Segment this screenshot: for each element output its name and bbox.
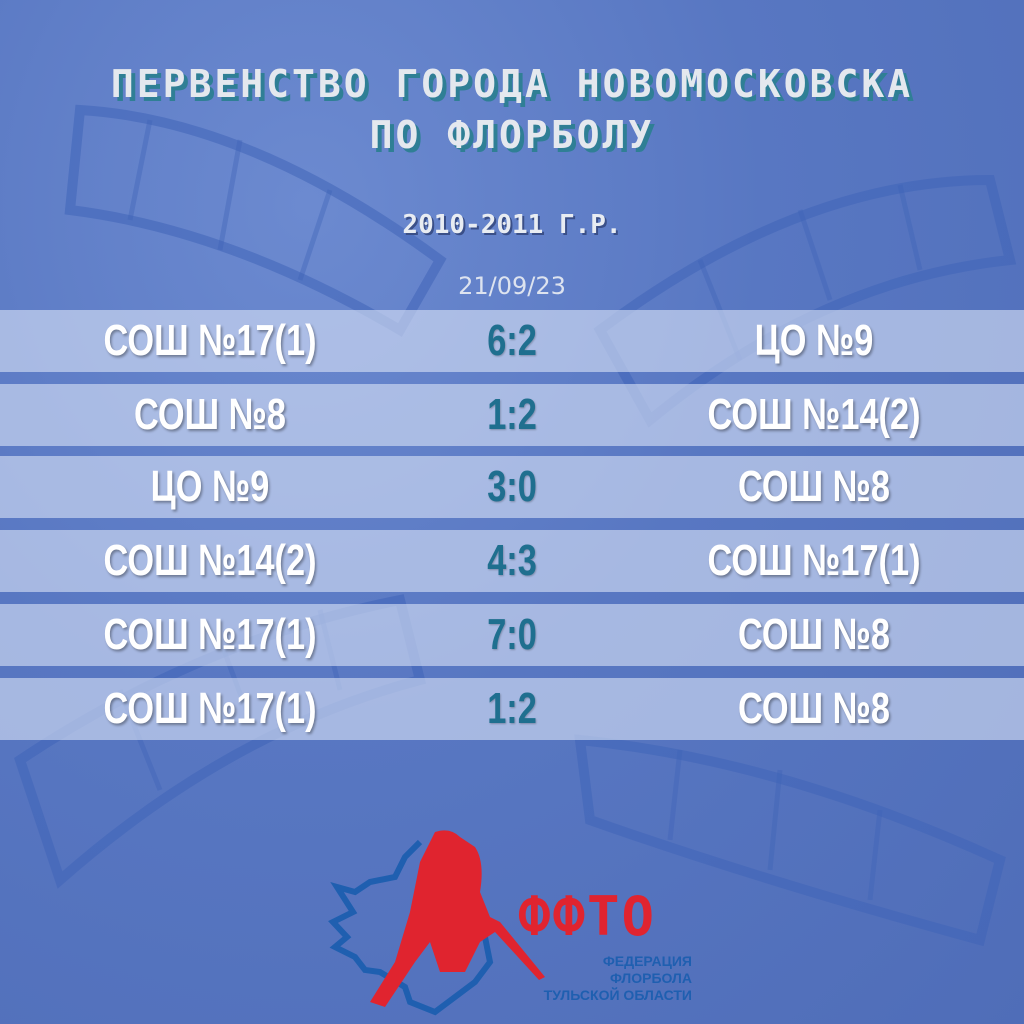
away-team: СОШ №17(1) xyxy=(707,536,921,585)
logo-subtitle-line2: ТУЛЬСКОЙ ОБЛАСТИ xyxy=(543,987,692,1003)
away-team: ЦО №9 xyxy=(754,316,874,365)
score: 4:3 xyxy=(487,536,537,585)
home-team: ЦО №9 xyxy=(150,462,270,511)
page-title-line1: ПЕРВЕНСТВО ГОРОДА НОВОМОСКОВСКА xyxy=(110,62,914,106)
logo-name: ФФТО xyxy=(518,885,657,948)
home-team: СОШ №17(1) xyxy=(103,316,317,365)
home-team: СОШ №17(1) xyxy=(103,610,317,659)
page-title-line2: ПО ФЛОРБОЛУ xyxy=(369,113,655,157)
score: 6:2 xyxy=(487,316,537,365)
away-team: СОШ №8 xyxy=(737,462,891,511)
match-row: СОШ №17(1) 7:0 СОШ №8 xyxy=(0,604,1024,666)
home-team: СОШ №17(1) xyxy=(103,684,317,733)
match-row: СОШ №17(1) 6:2 ЦО №9 xyxy=(0,310,1024,372)
away-team: СОШ №8 xyxy=(737,610,891,659)
match-row: ЦО №9 3:0 СОШ №8 xyxy=(0,456,1024,518)
home-team: СОШ №8 xyxy=(133,390,287,439)
home-team: СОШ №14(2) xyxy=(103,536,317,585)
match-row: СОШ №17(1) 1:2 СОШ №8 xyxy=(0,678,1024,740)
away-team: СОШ №8 xyxy=(737,684,891,733)
match-date: 21/09/23 xyxy=(458,272,566,300)
match-row: СОШ №14(2) 4:3 СОШ №17(1) xyxy=(0,530,1024,592)
federation-logo-emblem xyxy=(328,830,545,1016)
score: 3:0 xyxy=(487,462,537,511)
match-row: СОШ №8 1:2 СОШ №14(2) xyxy=(0,384,1024,446)
logo-subtitle: ФЕДЕРАЦИЯ ФЛОРБОЛА ТУЛЬСКОЙ ОБЛАСТИ xyxy=(520,953,692,1004)
score: 7:0 xyxy=(487,610,537,659)
score: 1:2 xyxy=(487,684,537,733)
score: 1:2 xyxy=(487,390,537,439)
age-group: 2010-2011 Г.Р. xyxy=(402,210,622,240)
away-team: СОШ №14(2) xyxy=(707,390,921,439)
logo-subtitle-line1: ФЕДЕРАЦИЯ ФЛОРБОЛА xyxy=(602,953,692,986)
